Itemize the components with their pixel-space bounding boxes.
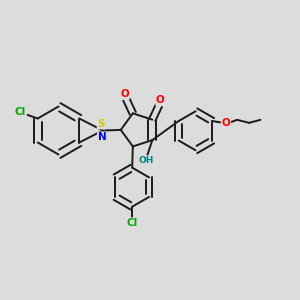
Text: Cl: Cl	[127, 218, 138, 228]
Text: O: O	[222, 118, 230, 128]
Text: N: N	[98, 132, 106, 142]
Text: Cl: Cl	[15, 107, 26, 117]
Text: OH: OH	[139, 156, 154, 165]
Text: O: O	[156, 95, 165, 105]
Text: S: S	[98, 119, 105, 129]
Text: O: O	[120, 89, 129, 99]
